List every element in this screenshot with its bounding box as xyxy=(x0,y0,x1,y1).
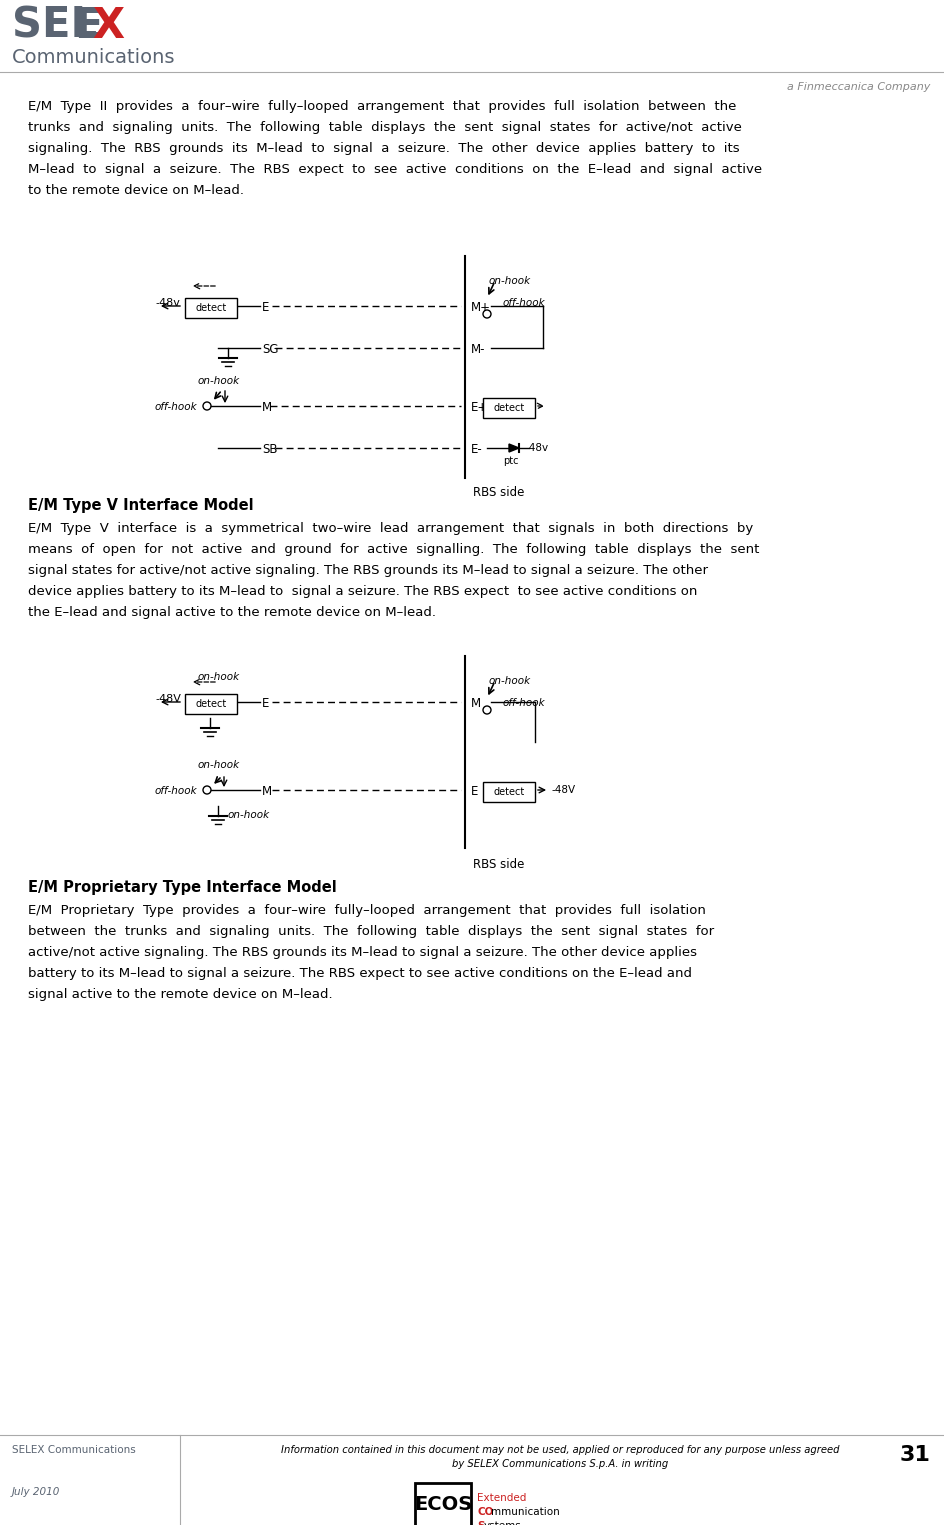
Text: M: M xyxy=(261,401,272,413)
Text: on-hook: on-hook xyxy=(488,676,531,686)
Text: E/M Type V Interface Model: E/M Type V Interface Model xyxy=(28,499,253,512)
Text: -48V: -48V xyxy=(155,694,180,705)
Text: X: X xyxy=(92,5,124,47)
Text: SG: SG xyxy=(261,343,278,355)
Text: M+: M+ xyxy=(470,300,491,314)
Text: signal active to the remote device on M–lead.: signal active to the remote device on M–… xyxy=(28,988,332,1000)
Text: off-hook: off-hook xyxy=(502,698,545,708)
Text: battery to its M–lead to signal a seizure. The RBS expect to see active conditio: battery to its M–lead to signal a seizur… xyxy=(28,967,691,981)
Bar xyxy=(185,694,237,714)
Text: E: E xyxy=(261,697,269,711)
Text: July 2010: July 2010 xyxy=(12,1487,60,1498)
Text: M–lead  to  signal  a  seizure.  The  RBS  expect  to  see  active  conditions  : M–lead to signal a seizure. The RBS expe… xyxy=(28,163,761,175)
Text: between  the  trunks  and  signaling  units.  The  following  table  displays  t: between the trunks and signaling units. … xyxy=(28,926,714,938)
Text: detect: detect xyxy=(493,787,524,798)
Text: -48v: -48v xyxy=(155,297,179,308)
Text: on-hook: on-hook xyxy=(198,377,240,386)
Text: RBS side: RBS side xyxy=(473,859,524,871)
Text: off-hook: off-hook xyxy=(502,297,545,308)
Text: device applies battery to its M–lead to  signal a seizure. The RBS expect  to se: device applies battery to its M–lead to … xyxy=(28,586,697,598)
Text: off-hook: off-hook xyxy=(155,403,197,412)
Text: S: S xyxy=(477,1520,484,1525)
Text: CO: CO xyxy=(477,1507,493,1517)
Text: off-hook: off-hook xyxy=(155,785,197,796)
Text: E/M  Proprietary  Type  provides  a  four–wire  fully–looped  arrangement  that : E/M Proprietary Type provides a four–wir… xyxy=(28,904,705,917)
Text: M-: M- xyxy=(470,343,485,355)
Text: trunks  and  signaling  units.  The  following  table  displays  the  sent  sign: trunks and signaling units. The followin… xyxy=(28,120,741,134)
Text: M: M xyxy=(261,785,272,798)
Text: mmunication: mmunication xyxy=(491,1507,559,1517)
Text: active/not active signaling. The RBS grounds its M–lead to signal a seizure. The: active/not active signaling. The RBS gro… xyxy=(28,946,697,959)
Bar xyxy=(482,398,534,418)
Bar xyxy=(414,1482,470,1525)
Text: signaling.  The  RBS  grounds  its  M–lead  to  signal  a  seizure.  The  other : signaling. The RBS grounds its M–lead to… xyxy=(28,142,739,156)
Text: detect: detect xyxy=(195,303,227,313)
Text: ptc: ptc xyxy=(502,456,518,467)
Text: on-hook: on-hook xyxy=(198,759,240,770)
Text: Information contained in this document may not be used, applied or reproduced fo: Information contained in this document m… xyxy=(280,1446,838,1455)
Text: -48V: -48V xyxy=(550,785,575,795)
Text: E: E xyxy=(261,300,269,314)
Text: on-hook: on-hook xyxy=(488,276,531,287)
Text: SB: SB xyxy=(261,442,278,456)
Text: the E–lead and signal active to the remote device on M–lead.: the E–lead and signal active to the remo… xyxy=(28,605,435,619)
Text: SELEX Communications: SELEX Communications xyxy=(12,1446,136,1455)
Bar xyxy=(482,782,534,802)
Text: means  of  open  for  not  active  and  ground  for  active  signalling.  The  f: means of open for not active and ground … xyxy=(28,543,759,557)
Text: E/M  Type  V  interface  is  a  symmetrical  two–wire  lead  arrangement  that  : E/M Type V interface is a symmetrical tw… xyxy=(28,522,752,535)
Text: E-: E- xyxy=(470,442,482,456)
Text: signal states for active/not active signaling. The RBS grounds its M–lead to sig: signal states for active/not active sign… xyxy=(28,564,707,576)
Text: E+: E+ xyxy=(470,401,488,413)
Text: Communications: Communications xyxy=(12,47,176,67)
Polygon shape xyxy=(509,444,518,451)
Text: E: E xyxy=(470,785,478,798)
Text: to the remote device on M–lead.: to the remote device on M–lead. xyxy=(28,185,244,197)
Text: ECOS: ECOS xyxy=(413,1496,472,1514)
Text: -48v: -48v xyxy=(525,442,548,453)
Text: RBS side: RBS side xyxy=(473,486,524,499)
Text: detect: detect xyxy=(493,403,524,413)
Text: E: E xyxy=(74,5,102,47)
Text: a Finmeccanica Company: a Finmeccanica Company xyxy=(785,82,929,91)
Text: E/M  Type  II  provides  a  four–wire  fully–looped  arrangement  that  provides: E/M Type II provides a four–wire fully–l… xyxy=(28,101,735,113)
Text: M: M xyxy=(470,697,480,711)
Bar xyxy=(185,297,237,319)
Text: 31: 31 xyxy=(898,1446,929,1466)
Text: ystems: ystems xyxy=(483,1520,521,1525)
Text: on-hook: on-hook xyxy=(228,810,270,820)
Text: Extended: Extended xyxy=(477,1493,526,1504)
Text: on-hook: on-hook xyxy=(198,673,240,682)
Text: SEL: SEL xyxy=(12,5,97,47)
Text: by SELEX Communications S.p.A. in writing: by SELEX Communications S.p.A. in writin… xyxy=(451,1459,667,1469)
Text: detect: detect xyxy=(195,698,227,709)
Text: E/M Proprietary Type Interface Model: E/M Proprietary Type Interface Model xyxy=(28,880,336,895)
